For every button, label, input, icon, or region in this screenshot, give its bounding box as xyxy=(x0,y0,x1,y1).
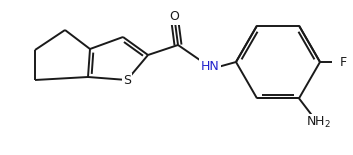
Text: F: F xyxy=(340,55,347,69)
Text: S: S xyxy=(123,75,131,88)
Text: O: O xyxy=(169,11,179,24)
Text: NH$_2$: NH$_2$ xyxy=(305,115,330,130)
Text: HN: HN xyxy=(201,60,219,73)
